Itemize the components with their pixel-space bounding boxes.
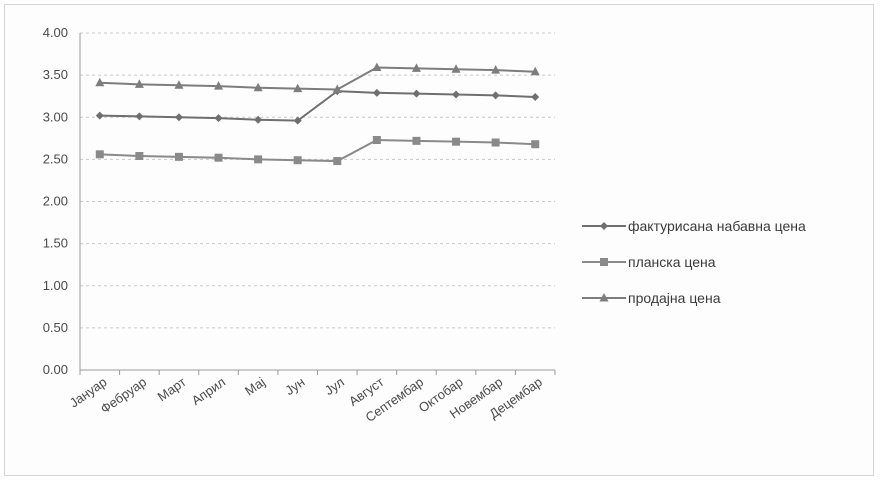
data-point — [412, 136, 421, 145]
data-point — [254, 155, 263, 164]
data-point — [134, 79, 144, 88]
y-tick-label: 0.50 — [43, 320, 68, 335]
series-line — [99, 90, 536, 122]
x-tick-label: Јун — [282, 374, 307, 398]
x-tick-label: Април — [189, 374, 229, 408]
y-axis: 0.00 0.50 1.00 1.50 2.00 2.50 3.00 3.50 4.00 — [43, 25, 81, 377]
data-point — [135, 112, 144, 121]
data-point — [412, 89, 421, 98]
data-point — [214, 114, 223, 123]
data-point — [95, 150, 104, 159]
legend-label: продајна цена — [628, 290, 721, 306]
legend-marker — [599, 293, 609, 302]
chart-frame — [4, 4, 874, 476]
data-point — [491, 65, 501, 74]
legend-label: планска цена — [628, 254, 716, 270]
data-point — [372, 62, 382, 72]
y-tick-label: 2.00 — [43, 194, 68, 209]
y-tick-label: 2.50 — [43, 151, 68, 166]
data-point — [372, 88, 381, 97]
data-point — [254, 115, 263, 124]
data-point — [135, 152, 144, 161]
data-point — [452, 90, 461, 99]
data-point — [174, 80, 184, 89]
y-tick-label: 3.00 — [43, 109, 68, 124]
data-point — [531, 140, 540, 149]
x-tick-label: Јул — [322, 374, 347, 398]
legend-marker — [600, 222, 608, 230]
data-point — [214, 153, 223, 162]
y-tick-label: 0.00 — [43, 362, 68, 377]
data-point — [530, 66, 540, 76]
data-point — [333, 157, 342, 166]
series-line — [99, 138, 536, 163]
data-point — [95, 77, 105, 87]
y-tick-label: 4.00 — [43, 25, 68, 40]
data-point — [372, 135, 381, 144]
x-tick-label: Фебруар — [98, 374, 149, 416]
legend-marker — [600, 258, 608, 266]
data-point — [531, 93, 540, 102]
data-point — [174, 113, 183, 122]
y-tick-label: 1.50 — [43, 236, 68, 251]
x-tick-label: Мај — [242, 374, 268, 398]
data-point — [411, 63, 421, 72]
data-point — [214, 81, 224, 90]
gridlines — [80, 32, 555, 371]
series-lines — [95, 62, 540, 166]
data-point — [451, 64, 461, 73]
data-point — [491, 138, 500, 147]
data-point — [174, 152, 183, 161]
data-point — [95, 111, 104, 120]
data-point — [293, 83, 303, 93]
series-line — [99, 66, 536, 91]
x-tick-label: Март — [155, 374, 189, 404]
y-tick-label: 3.50 — [43, 67, 68, 82]
data-point — [293, 156, 302, 165]
data-point — [452, 137, 461, 146]
legend: фактурисана набавна цена планска цена прод… — [582, 218, 806, 306]
legend-label: фактурисана набавна цена — [628, 218, 806, 234]
data-point — [491, 91, 500, 100]
data-point — [253, 82, 263, 92]
y-tick-label: 1.00 — [43, 278, 68, 293]
data-point — [332, 84, 342, 93]
data-point — [293, 116, 302, 125]
